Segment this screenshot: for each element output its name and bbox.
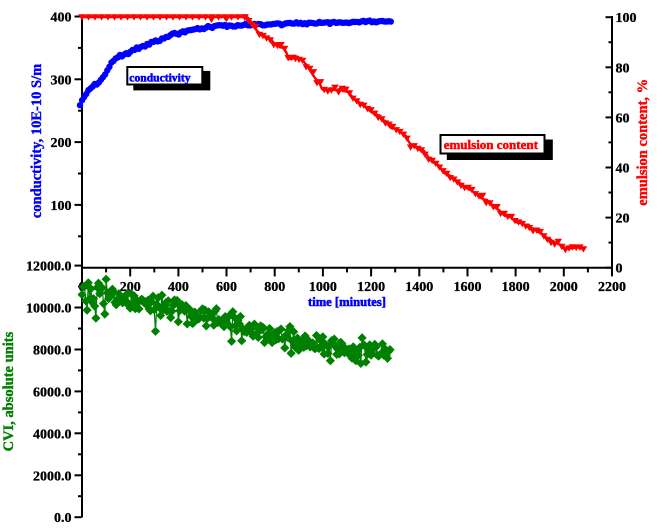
svg-text:1000: 1000	[309, 280, 337, 295]
svg-text:400: 400	[51, 11, 72, 26]
svg-text:200: 200	[51, 136, 72, 151]
svg-text:400: 400	[168, 280, 189, 295]
svg-text:2000: 2000	[550, 280, 578, 295]
svg-text:time [minutes]: time [minutes]	[308, 295, 386, 309]
svg-text:800: 800	[264, 280, 285, 295]
svg-text:0: 0	[616, 262, 623, 277]
svg-text:8000.0: 8000.0	[33, 344, 72, 359]
svg-text:12000.0: 12000.0	[26, 260, 72, 275]
svg-text:1200: 1200	[357, 280, 385, 295]
svg-text:100: 100	[616, 11, 637, 26]
svg-text:20: 20	[616, 212, 630, 227]
svg-text:10000.0: 10000.0	[26, 302, 72, 317]
svg-text:CVI, absolute units: CVI, absolute units	[1, 331, 17, 451]
svg-text:2200: 2200	[598, 280, 626, 295]
svg-text:emulsion content, %: emulsion content, %	[635, 79, 651, 206]
svg-text:100: 100	[51, 199, 72, 214]
svg-text:1400: 1400	[405, 280, 433, 295]
svg-text:1800: 1800	[502, 280, 530, 295]
svg-text:200: 200	[120, 280, 141, 295]
svg-text:60: 60	[616, 111, 630, 126]
svg-text:0.0: 0.0	[54, 511, 72, 526]
svg-text:600: 600	[216, 280, 237, 295]
svg-text:conductivity, 10E-10 S/m: conductivity, 10E-10 S/m	[29, 64, 45, 218]
svg-text:1600: 1600	[454, 280, 482, 295]
svg-text:300: 300	[51, 73, 72, 88]
svg-text:40: 40	[616, 162, 630, 177]
svg-text:conductivity: conductivity	[129, 72, 190, 85]
svg-text:4000.0: 4000.0	[33, 427, 72, 442]
svg-text:2000.0: 2000.0	[33, 469, 72, 484]
svg-text:6000.0: 6000.0	[33, 385, 72, 400]
svg-text:emulsion content: emulsion content	[444, 137, 539, 152]
svg-text:80: 80	[616, 61, 630, 76]
